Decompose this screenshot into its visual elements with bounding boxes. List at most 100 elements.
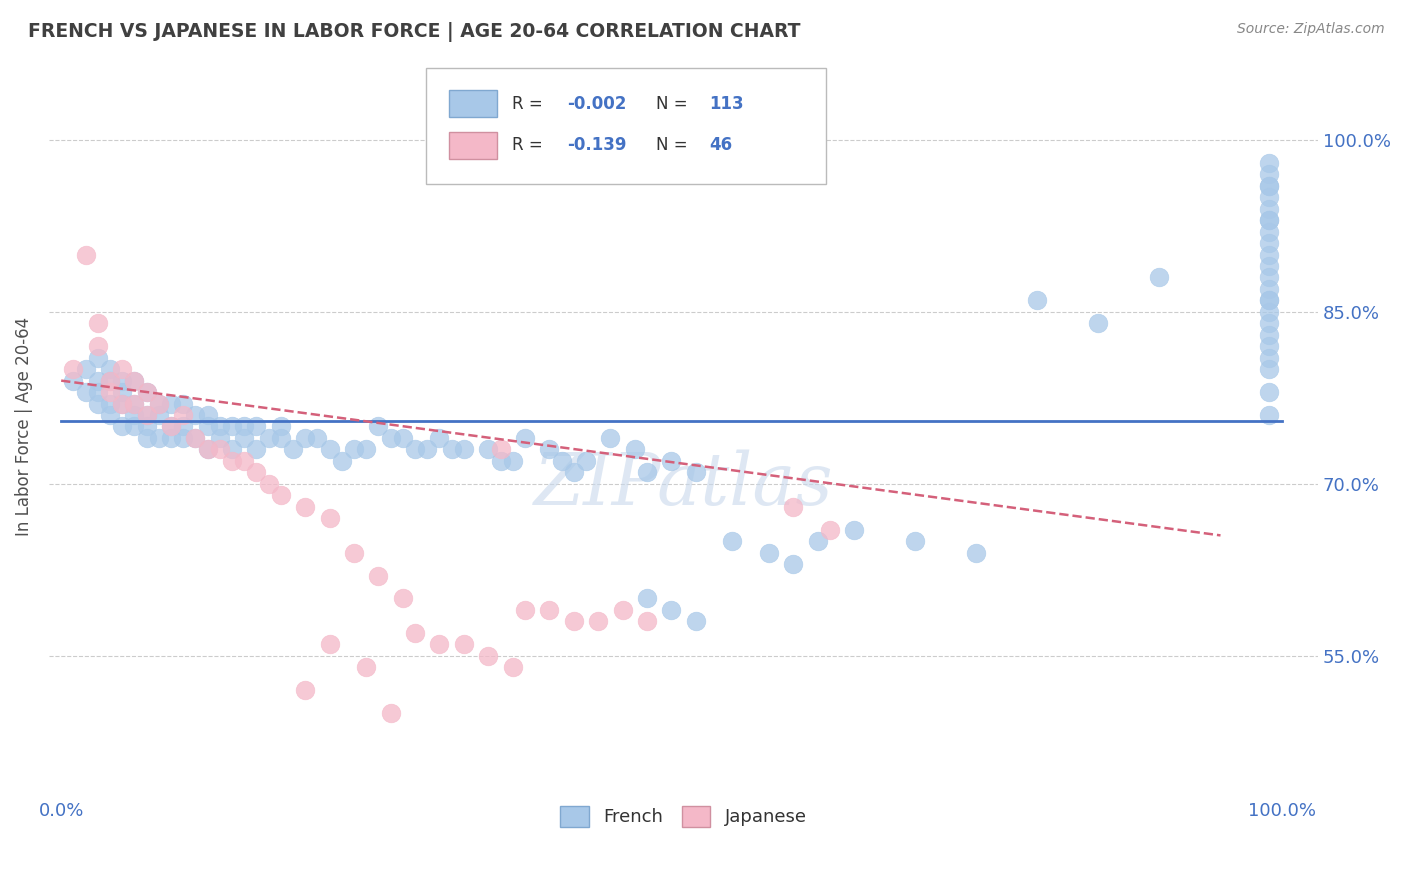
Point [575, 454, 598, 468]
Point [1258, 235, 1281, 250]
Point [659, 603, 682, 617]
Point [87, 316, 110, 330]
Point [294, 683, 316, 698]
Point [160, 396, 183, 410]
Point [1087, 316, 1109, 330]
Point [477, 442, 499, 457]
Point [98, 408, 121, 422]
Point [1258, 167, 1281, 181]
Point [612, 603, 634, 617]
Point [782, 500, 804, 514]
Point [1258, 408, 1281, 422]
Point [172, 408, 194, 422]
Point [844, 523, 866, 537]
Point [98, 385, 121, 400]
Point [1258, 327, 1281, 342]
Point [221, 419, 243, 434]
Point [87, 374, 110, 388]
Point [62, 362, 84, 376]
Point [1258, 316, 1281, 330]
Point [98, 396, 121, 410]
Point [513, 603, 536, 617]
Point [538, 603, 561, 617]
Point [160, 419, 183, 434]
Point [685, 466, 707, 480]
Point [685, 615, 707, 629]
Point [782, 557, 804, 571]
Text: R =: R = [512, 136, 548, 154]
Point [356, 442, 378, 457]
Text: -0.002: -0.002 [567, 95, 626, 112]
Text: ZIPatlas: ZIPatlas [534, 450, 834, 520]
Point [111, 385, 134, 400]
Y-axis label: In Labor Force | Age 20-64: In Labor Force | Age 20-64 [15, 317, 32, 536]
Point [184, 431, 207, 445]
Point [721, 534, 744, 549]
Point [98, 374, 121, 388]
Point [221, 442, 243, 457]
Point [160, 419, 183, 434]
Point [148, 408, 170, 422]
Point [135, 431, 157, 445]
Point [75, 362, 97, 376]
Point [416, 442, 439, 457]
Point [1258, 190, 1281, 204]
Point [1258, 270, 1281, 285]
Point [98, 362, 121, 376]
Point [1258, 155, 1281, 169]
Point [392, 591, 415, 606]
Point [233, 454, 256, 468]
Point [318, 442, 340, 457]
Point [124, 374, 146, 388]
Point [599, 431, 621, 445]
Point [233, 431, 256, 445]
Point [135, 385, 157, 400]
Point [1258, 385, 1281, 400]
Point [160, 431, 183, 445]
Point [380, 431, 402, 445]
Point [98, 374, 121, 388]
Point [1258, 247, 1281, 261]
Point [111, 362, 134, 376]
Point [62, 374, 84, 388]
Point [1026, 293, 1049, 308]
Point [124, 396, 146, 410]
Point [135, 385, 157, 400]
Point [197, 419, 219, 434]
Point [208, 419, 231, 434]
Text: R =: R = [512, 95, 548, 112]
Point [135, 408, 157, 422]
Point [1258, 225, 1281, 239]
Point [1258, 178, 1281, 193]
Point [257, 431, 280, 445]
Point [1258, 293, 1281, 308]
Point [440, 442, 463, 457]
Point [184, 431, 207, 445]
Point [197, 442, 219, 457]
Point [404, 442, 426, 457]
Point [294, 500, 316, 514]
Point [318, 637, 340, 651]
Point [208, 431, 231, 445]
Point [197, 442, 219, 457]
Text: Source: ZipAtlas.com: Source: ZipAtlas.com [1237, 22, 1385, 37]
Point [111, 396, 134, 410]
Point [245, 419, 267, 434]
Point [124, 396, 146, 410]
Point [356, 660, 378, 674]
Point [294, 431, 316, 445]
Point [392, 431, 415, 445]
Point [245, 466, 267, 480]
Point [404, 625, 426, 640]
Point [659, 454, 682, 468]
Point [1258, 282, 1281, 296]
Point [758, 545, 780, 559]
Legend: French, Japanese: French, Japanese [551, 797, 815, 836]
Point [367, 419, 389, 434]
Point [502, 660, 524, 674]
Point [1258, 305, 1281, 319]
Point [1258, 213, 1281, 227]
Point [343, 545, 366, 559]
Point [477, 648, 499, 663]
Point [148, 396, 170, 410]
